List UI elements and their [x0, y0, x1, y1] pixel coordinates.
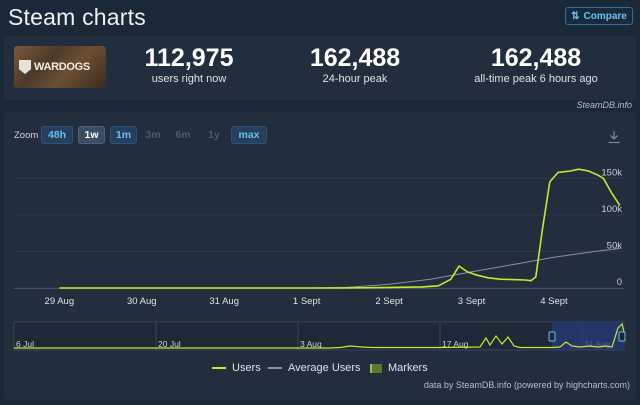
zoom-1w[interactable]: 1w	[78, 126, 105, 144]
x-tick-label: 31 Aug	[209, 296, 239, 307]
stat-label: users right now	[151, 73, 227, 85]
chart-credit[interactable]: data by SteamDB.info (powered by highcha…	[423, 380, 630, 390]
zoom-label: Zoom	[14, 130, 39, 141]
average-swatch	[268, 367, 282, 369]
x-tick-label: 29 Aug	[45, 296, 75, 307]
stat-value: 162,488	[309, 44, 401, 72]
stat-current-users: 112,975 users right now	[124, 44, 254, 86]
zoom-max[interactable]: max	[231, 126, 267, 144]
page-title: Steam charts	[8, 4, 146, 30]
y-tick-label: 50k	[607, 240, 623, 251]
x-tick-label: 2 Sept	[375, 296, 403, 307]
stat-value: 112,975	[144, 44, 234, 72]
navigator-users-line	[14, 322, 625, 349]
legend-average[interactable]: Average Users	[268, 362, 361, 374]
zoom-3m: 3m	[145, 129, 161, 141]
navigator-handle	[618, 331, 626, 342]
legend-markers[interactable]: Markers	[370, 362, 428, 374]
zoom-1m[interactable]: 1m	[110, 126, 137, 144]
average-users-line	[59, 248, 620, 289]
compare-icon: ⇅	[571, 10, 580, 22]
zoom-6m: 6m	[175, 129, 191, 141]
x-tick-label: 30 Aug	[127, 296, 157, 307]
legend-label: Users	[232, 362, 261, 374]
navigator-tick-label: 3 Aug	[300, 339, 322, 349]
steamdb-credit[interactable]: SteamDB.info	[576, 100, 632, 110]
zoom-1y: 1y	[208, 129, 220, 141]
stat-value: 162,488	[490, 44, 582, 72]
stat-24h-peak: 162,488 24-hour peak	[290, 44, 420, 86]
chart-card	[4, 112, 636, 400]
shield-icon	[19, 60, 31, 74]
compare-button[interactable]: ⇅ Compare	[565, 7, 633, 25]
users-line	[59, 168, 621, 289]
game-logo-text: WARDOGS	[34, 61, 90, 73]
y-tick-label: 100k	[601, 204, 622, 215]
y-tick-label: 0	[617, 277, 622, 288]
flag-icon	[370, 363, 382, 373]
game-logo[interactable]: WARDOGS	[14, 46, 106, 88]
legend-label: Markers	[388, 362, 428, 374]
navigator-tick-label: 17 Aug	[442, 339, 469, 349]
y-tick-label: 150k	[601, 167, 622, 178]
legend-label: Average Users	[288, 362, 361, 374]
download-icon[interactable]	[607, 130, 621, 144]
zoom-48h[interactable]: 48h	[41, 126, 73, 144]
navigator-tick-label: 6 Jul	[16, 339, 34, 349]
stat-label: 24-hour peak	[322, 73, 388, 85]
x-tick-label: 1 Sept	[293, 296, 321, 307]
navigator-tick-label: 20 Jul	[158, 339, 181, 349]
legend-users[interactable]: Users	[212, 362, 261, 374]
users-swatch	[212, 367, 226, 369]
stat-label: all-time peak 6 hours ago	[474, 73, 598, 85]
stats-card	[4, 36, 636, 100]
navigator-handle	[548, 331, 556, 342]
stat-all-time-peak: 162,488 all-time peak 6 hours ago	[466, 44, 606, 86]
x-tick-label: 3 Sept	[458, 296, 486, 307]
compare-label: Compare	[583, 10, 627, 22]
x-tick-label: 4 Sept	[540, 296, 568, 307]
